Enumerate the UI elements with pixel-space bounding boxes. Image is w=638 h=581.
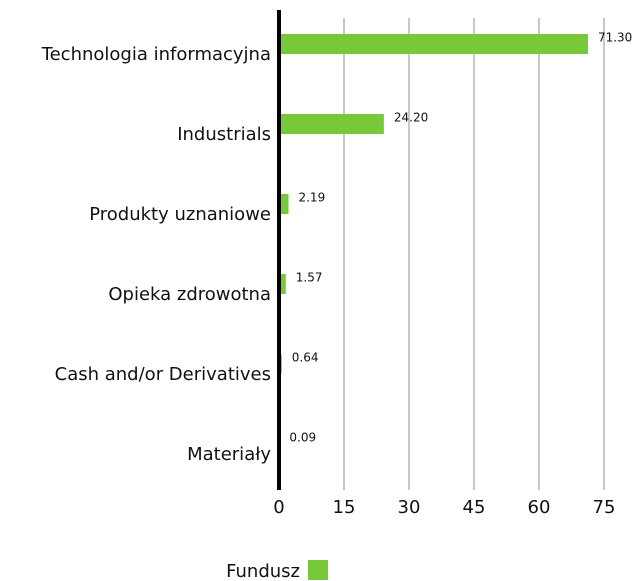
- bar: [279, 114, 384, 134]
- x-tick-label: 15: [333, 497, 356, 518]
- bar: [279, 194, 289, 214]
- category-label: Materiały: [187, 444, 271, 465]
- category-label: Opieka zdrowotna: [108, 284, 271, 305]
- value-label: 0.09: [289, 431, 316, 445]
- x-tick-label: 45: [463, 497, 486, 518]
- x-tick-label: 0: [273, 497, 284, 518]
- bar: [279, 274, 286, 294]
- x-tick-label: 30: [398, 497, 421, 518]
- value-label: 0.64: [292, 351, 319, 365]
- category-label: Industrials: [177, 124, 271, 145]
- category-label: Cash and/or Derivatives: [55, 364, 271, 385]
- legend-swatch: [308, 560, 328, 580]
- x-tick-label: 75: [593, 497, 616, 518]
- bar: [279, 34, 588, 54]
- value-label: 1.57: [296, 271, 323, 285]
- category-label: Produkty uznaniowe: [89, 204, 271, 225]
- x-tick-label: 60: [528, 497, 551, 518]
- value-label: 71.30: [598, 31, 632, 45]
- legend-label: Fundusz: [226, 561, 300, 581]
- value-label: 2.19: [298, 191, 325, 205]
- category-label: Technologia informacyjna: [41, 44, 271, 65]
- value-label: 24.20: [394, 111, 428, 125]
